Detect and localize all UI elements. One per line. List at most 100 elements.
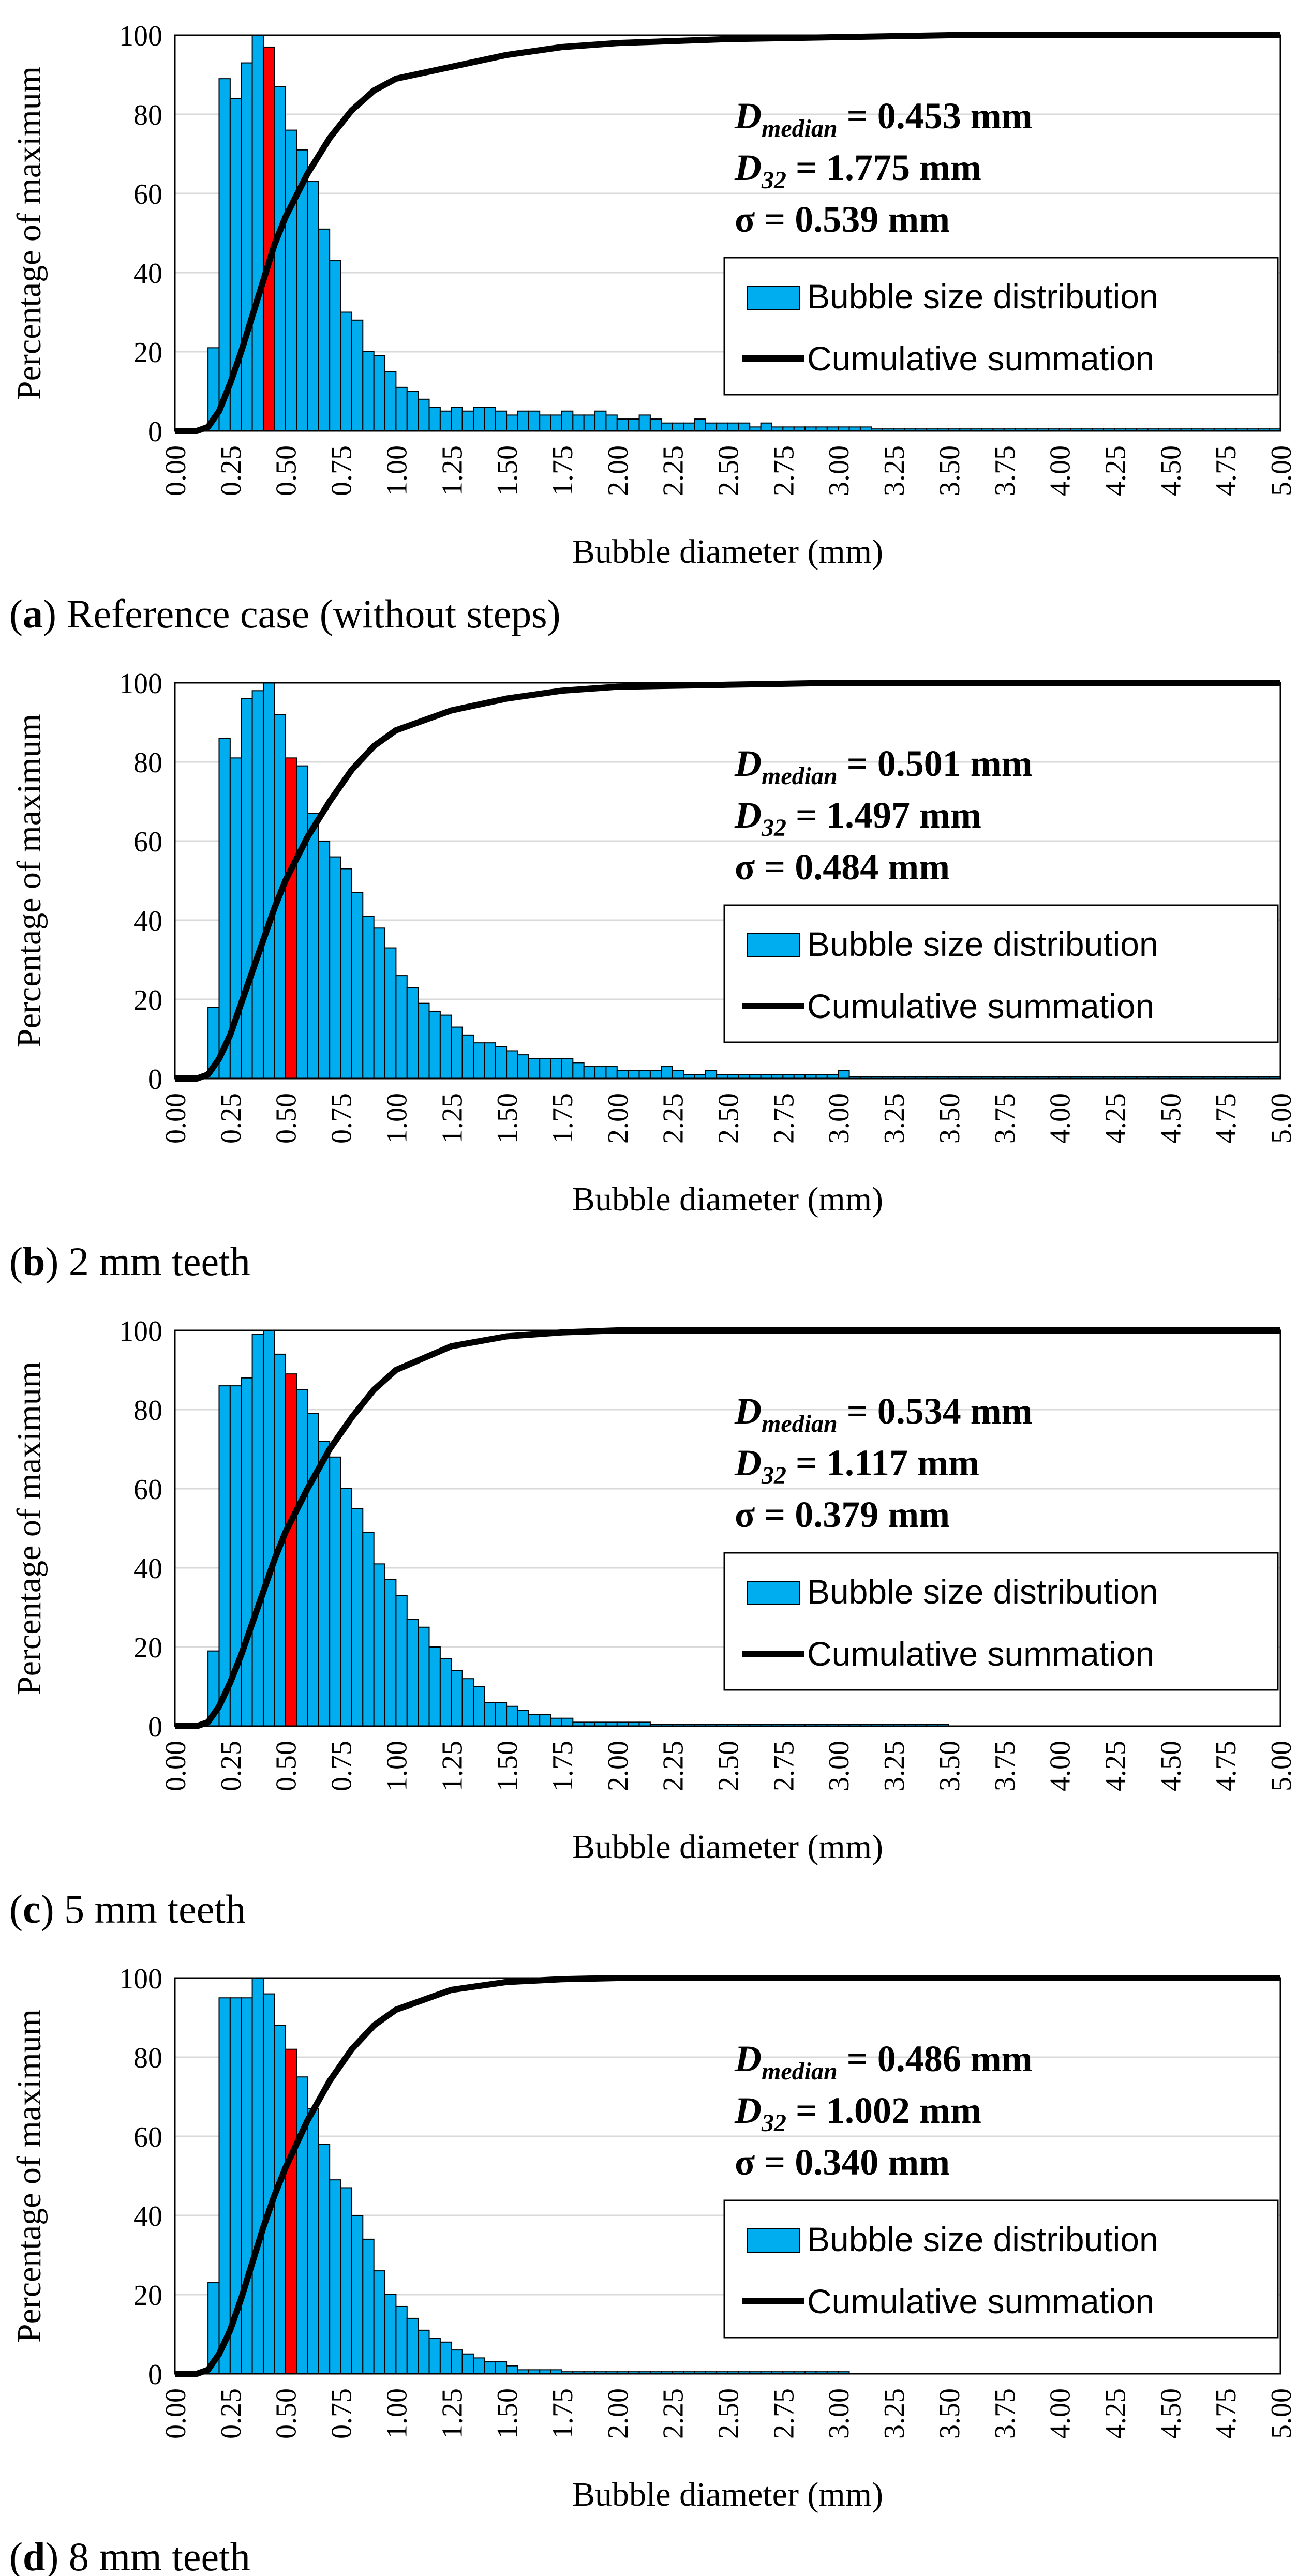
histogram-bar (727, 422, 739, 432)
stat-d32: D32 = 1.497 mm (734, 795, 981, 842)
panel-caption: (c) 5 mm teeth (9, 1886, 246, 1931)
histogram-bar (329, 1456, 341, 1727)
histogram-bar (373, 927, 386, 1080)
legend-box (723, 1552, 1279, 1691)
legend-bar-label: Bubble size distribution (807, 925, 1158, 963)
histogram-bar (461, 410, 474, 431)
x-tick-label: 0.75 (326, 1741, 358, 1791)
histogram-bar (384, 947, 397, 1080)
y-axis-title: Percentage of maximum (10, 1361, 48, 1695)
x-tick-label: 1.75 (547, 1741, 579, 1791)
y-tick-label: 0 (148, 416, 162, 448)
x-tick-label: 0.50 (271, 1741, 303, 1791)
x-tick-label: 1.00 (381, 1093, 413, 1144)
x-tick-label: 2.50 (713, 1741, 745, 1791)
x-tick-label: 3.75 (989, 1741, 1021, 1791)
histogram-bar (384, 1579, 397, 1727)
histogram-bar (572, 1062, 585, 1079)
histogram-bar (506, 1705, 518, 1727)
x-tick-label: 3.00 (823, 1741, 855, 1791)
x-tick-label: 3.50 (934, 445, 966, 496)
histogram-bar (539, 1058, 551, 1079)
y-tick-label: 60 (133, 178, 162, 211)
histogram-bar (307, 181, 319, 431)
median-bar (285, 757, 297, 1079)
x-tick-label: 4.75 (1210, 445, 1242, 496)
y-axis-title: Percentage of maximum (10, 2009, 48, 2343)
histogram-bar (406, 987, 419, 1080)
y-tick-label: 60 (133, 826, 162, 858)
histogram-bar (616, 418, 629, 431)
histogram-bar (517, 1710, 529, 1727)
x-tick-label: 1.75 (547, 1093, 579, 1144)
histogram-bar (561, 1717, 574, 1727)
x-tick-label: 2.00 (602, 445, 634, 496)
histogram-bar (683, 422, 695, 432)
y-tick-label: 20 (133, 1632, 162, 1664)
x-tick-label: 2.00 (602, 1741, 634, 1791)
legend-line-label: Cumulative summation (807, 2282, 1154, 2320)
x-tick-label: 4.00 (1045, 1741, 1077, 1791)
histogram-bar (472, 1042, 485, 1080)
histogram-bar (296, 1389, 308, 1727)
x-tick-label: 0.00 (160, 1093, 192, 1144)
histogram-bar (340, 2187, 352, 2375)
plot-frame (174, 34, 1281, 432)
histogram-bar (318, 228, 331, 431)
histogram-bar (428, 2338, 441, 2374)
stat-d32: D32 = 1.002 mm (734, 2090, 981, 2137)
histogram-bar (395, 2305, 408, 2375)
panel-caption: (b) 2 mm teeth (9, 1239, 250, 1284)
histogram-bar (318, 841, 331, 1079)
histogram-bar (484, 2361, 496, 2374)
x-tick-label: 0.00 (160, 2388, 192, 2439)
histogram-bar (661, 422, 673, 432)
y-tick-label: 40 (133, 2200, 162, 2233)
x-tick-label: 1.25 (436, 1093, 468, 1144)
stat-d-median: Dmedian = 0.486 mm (734, 2038, 1033, 2085)
x-tick-label: 2.75 (768, 2388, 800, 2439)
x-tick-label: 0.75 (326, 2388, 358, 2439)
histogram-bar (439, 1014, 452, 1079)
histogram-bar (451, 2349, 463, 2375)
x-tick-label: 5.00 (1265, 2388, 1298, 2439)
histogram-bar (318, 1441, 331, 1727)
histogram-bar (218, 738, 231, 1079)
histogram-bar (484, 1702, 496, 1727)
x-tick-label: 2.25 (658, 2388, 690, 2439)
x-tick-label: 4.25 (1099, 1093, 1131, 1144)
legend-bar-swatch (747, 933, 800, 957)
legend: Bubble size distribution Cumulative summa… (723, 904, 1279, 1043)
y-tick-label: 80 (133, 99, 162, 131)
legend-bar-label: Bubble size distribution (807, 277, 1158, 316)
histogram-bar (428, 1010, 441, 1079)
histogram-bar (472, 1686, 485, 1727)
histogram-bar (362, 1532, 375, 1727)
histogram-bar (362, 351, 375, 431)
histogram-bar (672, 1070, 684, 1079)
x-tick-label: 3.75 (989, 1093, 1021, 1144)
x-tick-label: 4.50 (1155, 445, 1187, 496)
y-tick-label: 40 (133, 258, 162, 290)
stat-sigma: σ = 0.340 mm (735, 2141, 950, 2183)
histogram-bar (251, 1334, 264, 1727)
chart-panel-c: 0 20 40 60 80 100 0.00 0.25 0.50 0.75 1.00 1.25 1.50… (9, 1315, 1298, 1931)
histogram-bar (517, 410, 529, 431)
histogram-bar (638, 1070, 651, 1079)
legend: Bubble size distribution Cumulative summa… (723, 257, 1279, 396)
x-tick-label: 4.25 (1099, 445, 1131, 496)
x-tick-label: 0.50 (271, 2388, 303, 2439)
y-tick-label: 80 (133, 2042, 162, 2074)
legend-bar-label: Bubble size distribution (807, 1572, 1158, 1611)
histogram-bar (373, 2270, 386, 2375)
histogram-bar (241, 698, 253, 1079)
histogram-bar (517, 1054, 529, 1079)
legend-bar-swatch (747, 286, 800, 310)
histogram-bar (594, 410, 607, 431)
histogram-bar (351, 2215, 364, 2374)
histogram-bar (428, 1646, 441, 1727)
y-tick-label: 80 (133, 747, 162, 779)
x-tick-label: 4.25 (1099, 2388, 1131, 2439)
